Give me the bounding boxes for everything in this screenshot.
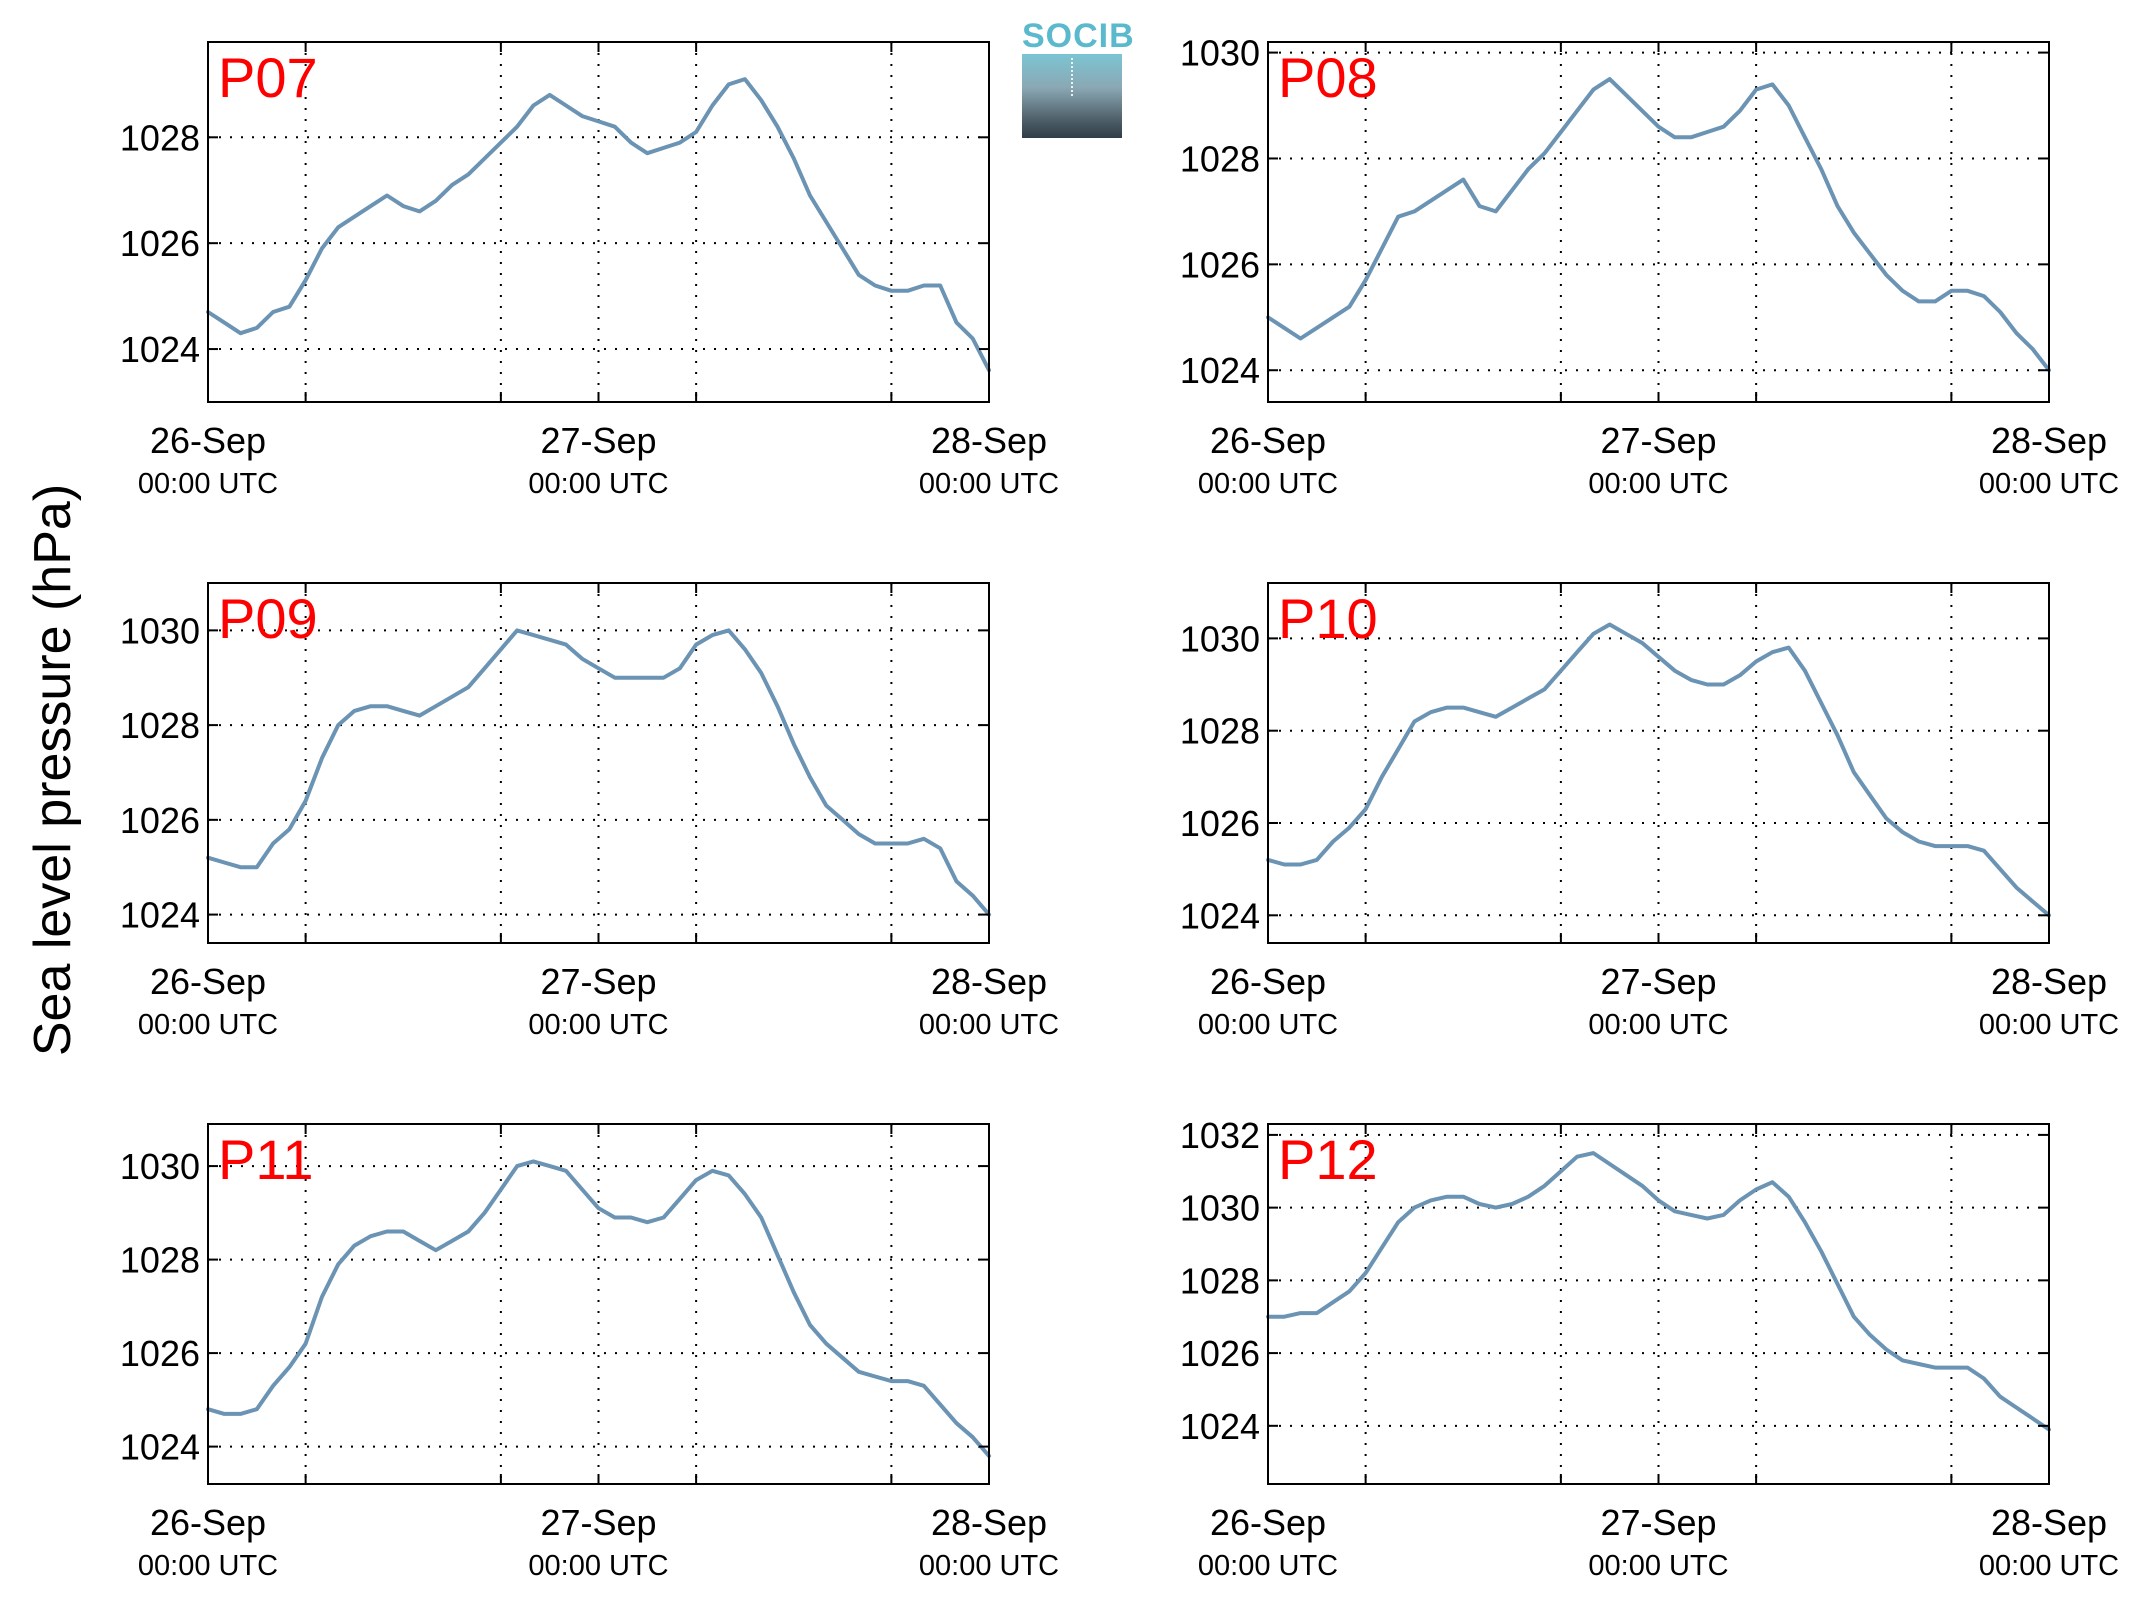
x-tick-time-label: 00:00 UTC bbox=[919, 1550, 1059, 1582]
y-tick-label: 1028 bbox=[120, 1240, 200, 1281]
panel-label: P11 bbox=[218, 1128, 313, 1191]
axes-frame bbox=[207, 1123, 990, 1485]
panel-label: P08 bbox=[1278, 46, 1378, 109]
x-tick-time-label: 00:00 UTC bbox=[528, 1009, 668, 1041]
y-tick-label: 1030 bbox=[120, 1146, 200, 1187]
x-tick-time-label: 00:00 UTC bbox=[138, 1009, 278, 1041]
y-tick-label: 1028 bbox=[120, 705, 200, 746]
y-tick-label: 1024 bbox=[1180, 350, 1260, 391]
logo-wordmark: SOCIB bbox=[1022, 17, 1135, 55]
socib-logo: SOCIB bbox=[1022, 17, 1135, 138]
axes-frame bbox=[1267, 582, 2050, 944]
panel-label: P07 bbox=[218, 46, 318, 109]
y-tick-label: 1026 bbox=[1180, 1333, 1260, 1374]
y-tick-label: 1026 bbox=[120, 800, 200, 841]
x-tick-time-label: 00:00 UTC bbox=[528, 1550, 668, 1582]
x-tick-time-label: 00:00 UTC bbox=[1588, 1009, 1728, 1041]
y-tick-label: 1026 bbox=[120, 1333, 200, 1374]
x-tick-time-label: 00:00 UTC bbox=[138, 1550, 278, 1582]
y-tick-label: 1026 bbox=[120, 223, 200, 264]
axes-frame bbox=[207, 582, 990, 944]
x-tick-date-label: 28-Sep bbox=[931, 420, 1047, 461]
x-tick-time-label: 00:00 UTC bbox=[1588, 468, 1728, 500]
x-tick-date-label: 28-Sep bbox=[931, 961, 1047, 1002]
x-tick-date-label: 28-Sep bbox=[1991, 1502, 2107, 1543]
x-tick-date-label: 27-Sep bbox=[1600, 420, 1716, 461]
y-tick-label: 1024 bbox=[1180, 895, 1260, 936]
x-tick-time-label: 00:00 UTC bbox=[1198, 468, 1338, 500]
series-line bbox=[206, 77, 991, 373]
y-tick-label: 1024 bbox=[120, 1427, 200, 1468]
x-tick-time-label: 00:00 UTC bbox=[1979, 468, 2119, 500]
y-tick-label: 1030 bbox=[120, 610, 200, 651]
x-tick-time-label: 00:00 UTC bbox=[919, 1009, 1059, 1041]
y-tick-label: 1028 bbox=[120, 117, 200, 158]
y-tick-label: 1030 bbox=[1180, 618, 1260, 659]
panel-p10: 1024 1026 1028 1030 26-Sep 00:00 UTC 27-Sep 00:… bbox=[1180, 582, 2119, 1041]
x-tick-time-label: 00:00 UTC bbox=[1198, 1550, 1338, 1582]
panel-p12: 1024 1026 1028 1030 1032 26-Sep 00:00 UTC 27-Se… bbox=[1180, 1115, 2119, 1582]
series-line bbox=[206, 628, 991, 917]
panel-label: P10 bbox=[1278, 587, 1378, 650]
panel-p07: 1024 1026 1028 26-Sep 00:00 UTC 27-Sep 00:00 U… bbox=[120, 41, 1059, 500]
panels-container: 1024 1026 1028 26-Sep 00:00 UTC 27-Sep 00:00 U… bbox=[120, 33, 2119, 1582]
logo-dotted-line bbox=[1071, 58, 1073, 96]
y-tick-label: 1028 bbox=[1180, 711, 1260, 752]
y-tick-label: 1028 bbox=[1180, 1260, 1260, 1301]
y-tick-label: 1026 bbox=[1180, 244, 1260, 285]
panel-p11: 1024 1026 1028 1030 26-Sep 00:00 UTC 27-Sep 00:… bbox=[120, 1123, 1059, 1582]
x-tick-time-label: 00:00 UTC bbox=[1979, 1009, 2119, 1041]
y-tick-label: 1030 bbox=[1180, 33, 1260, 74]
x-tick-date-label: 26-Sep bbox=[150, 420, 266, 461]
y-tick-label: 1030 bbox=[1180, 1188, 1260, 1229]
x-tick-date-label: 26-Sep bbox=[1210, 1502, 1326, 1543]
x-tick-date-label: 26-Sep bbox=[150, 1502, 266, 1543]
x-tick-date-label: 26-Sep bbox=[150, 961, 266, 1002]
series-line bbox=[206, 1159, 991, 1458]
y-tick-label: 1024 bbox=[120, 329, 200, 370]
x-tick-date-label: 26-Sep bbox=[1210, 961, 1326, 1002]
x-tick-time-label: 00:00 UTC bbox=[1198, 1009, 1338, 1041]
panel-p08: 1024 1026 1028 1030 26-Sep 00:00 UTC 27-Sep 00:… bbox=[1180, 33, 2119, 500]
x-tick-time-label: 00:00 UTC bbox=[919, 468, 1059, 500]
x-tick-date-label: 27-Sep bbox=[1600, 1502, 1716, 1543]
x-tick-date-label: 28-Sep bbox=[931, 1502, 1047, 1543]
axes-frame bbox=[207, 41, 990, 403]
y-tick-label: 1024 bbox=[120, 895, 200, 936]
panel-p09: 1024 1026 1028 1030 26-Sep 00:00 UTC 27-Sep 00:… bbox=[120, 582, 1059, 1041]
series-line bbox=[1266, 77, 2051, 373]
y-tick-label: 1032 bbox=[1180, 1115, 1260, 1156]
x-tick-date-label: 27-Sep bbox=[1600, 961, 1716, 1002]
x-tick-date-label: 27-Sep bbox=[540, 961, 656, 1002]
axes-frame bbox=[1267, 1123, 2050, 1485]
series-line bbox=[1266, 1151, 2051, 1432]
y-tick-label: 1026 bbox=[1180, 803, 1260, 844]
x-tick-date-label: 27-Sep bbox=[540, 1502, 656, 1543]
axes-frame bbox=[1267, 41, 2050, 403]
x-tick-time-label: 00:00 UTC bbox=[1979, 1550, 2119, 1582]
x-tick-date-label: 27-Sep bbox=[540, 420, 656, 461]
y-axis-label: Sea level pressure (hPa) bbox=[24, 484, 82, 1056]
x-tick-date-label: 28-Sep bbox=[1991, 961, 2107, 1002]
series-line bbox=[1266, 622, 2051, 918]
panel-label: P09 bbox=[218, 587, 318, 650]
y-tick-label: 1024 bbox=[1180, 1406, 1260, 1447]
x-tick-time-label: 00:00 UTC bbox=[138, 468, 278, 500]
x-tick-time-label: 00:00 UTC bbox=[528, 468, 668, 500]
x-tick-date-label: 26-Sep bbox=[1210, 420, 1326, 461]
x-tick-time-label: 00:00 UTC bbox=[1588, 1550, 1728, 1582]
y-tick-label: 1028 bbox=[1180, 138, 1260, 179]
panel-label: P12 bbox=[1278, 1128, 1378, 1191]
x-tick-date-label: 28-Sep bbox=[1991, 420, 2107, 461]
